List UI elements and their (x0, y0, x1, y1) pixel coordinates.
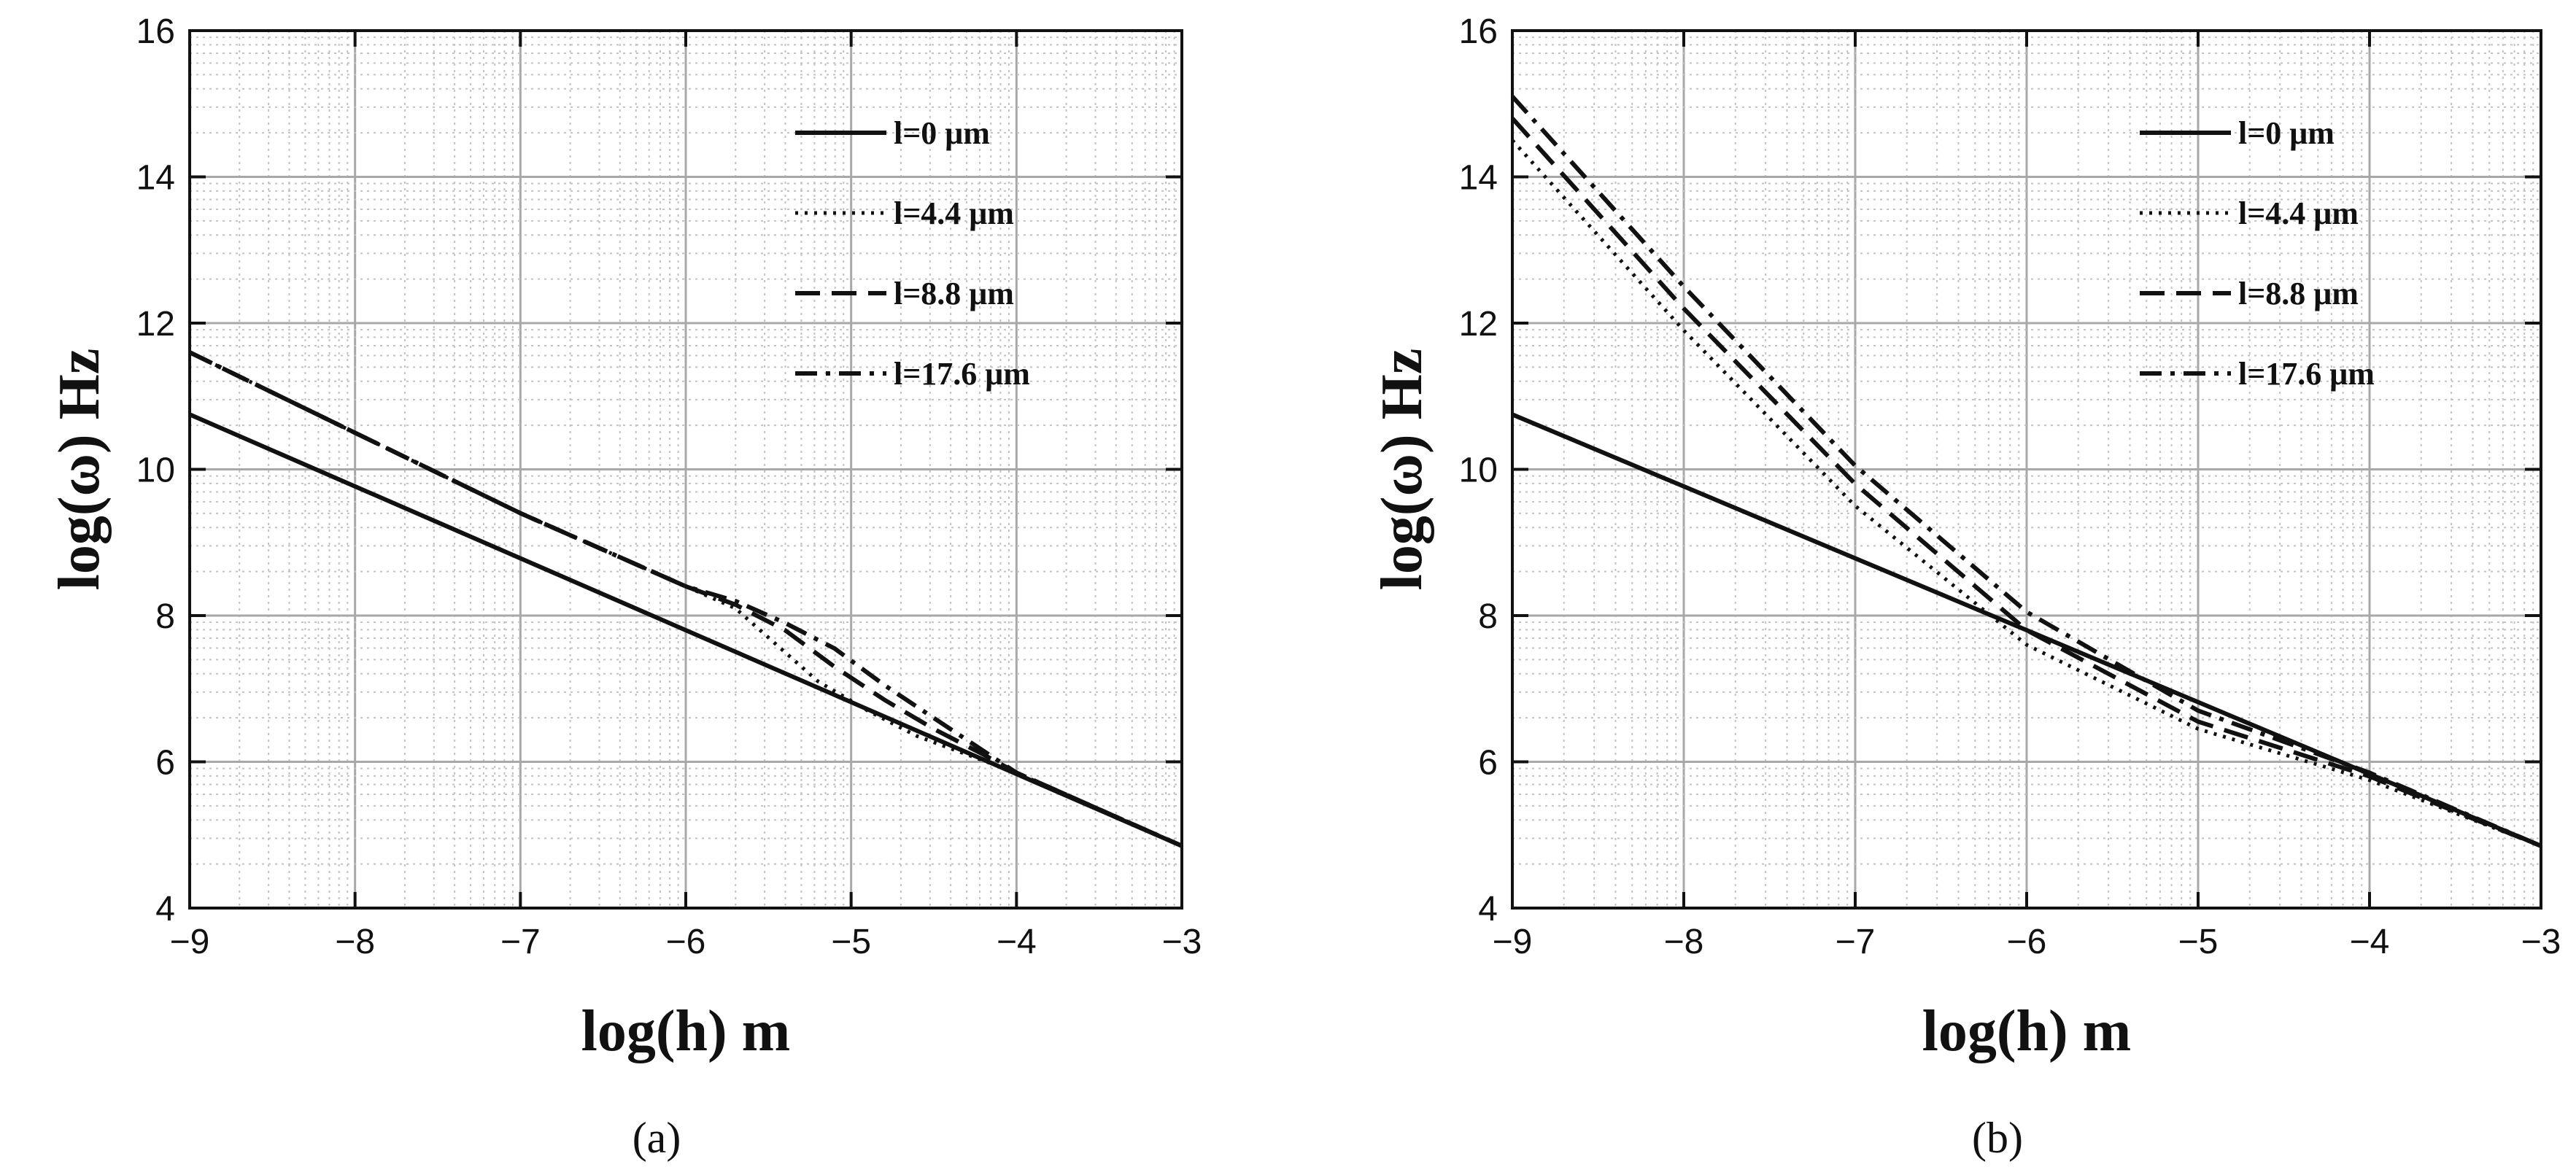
legend-label-2: l=4.4 μm (894, 195, 1014, 231)
panel-label: (b) (1972, 1114, 2023, 1162)
legend-label-4: l=17.6 μm (2238, 356, 2375, 392)
x-tick-label: −4 (2350, 923, 2390, 961)
x-tick-label: −9 (170, 923, 210, 961)
x-axis-title: log(h) m (1922, 999, 2132, 1063)
y-tick-label: 16 (1459, 12, 1498, 51)
y-tick-label: 12 (1459, 305, 1498, 344)
y-tick-label: 8 (1478, 597, 1498, 636)
y-tick-label: 12 (136, 305, 175, 344)
legend-label-3: l=8.8 μm (894, 276, 1014, 311)
legend-label-4: l=17.6 μm (894, 356, 1030, 392)
y-tick-label: 10 (1459, 451, 1498, 490)
legend-label-1: l=0 μm (894, 115, 990, 151)
legend-label-2: l=4.4 μm (2238, 195, 2359, 231)
x-tick-label: −7 (1836, 923, 1876, 961)
x-tick-label: −8 (1664, 923, 1704, 961)
y-axis-title: log(ω) Hz (47, 349, 112, 591)
x-tick-label: −8 (335, 923, 375, 961)
x-tick-label: −5 (2178, 923, 2219, 961)
x-tick-label: −6 (2007, 923, 2047, 961)
series-line-4 (1510, 95, 2542, 848)
legend-label-3: l=8.8 μm (2238, 276, 2359, 311)
chart-panel-a: −9 −8 −7 −6 −5 −4 −3 4 6 8 10 12 14 16 log(h) m log(ω) … (47, 12, 1202, 1162)
y-tick-label: 10 (136, 451, 175, 490)
chart-panel-b: −9 −8 −7 −6 −5 −4 −3 4 6 8 10 12 14 16 log(h) m log(ω) … (1370, 12, 2561, 1162)
legend: l=0 μm l=4.4 μm l=8.8 μm l=17.6 μm (795, 115, 1030, 392)
x-tick-label: −9 (1493, 923, 1533, 961)
y-tick-label: 16 (136, 12, 175, 51)
x-tick-label: −5 (831, 923, 871, 961)
y-tick-label: 8 (155, 597, 175, 636)
y-tick-label: 6 (155, 744, 175, 783)
y-tick-label: 4 (155, 890, 175, 928)
ticks (1511, 29, 2542, 910)
panel-label: (a) (633, 1114, 681, 1162)
y-axis-title: log(ω) Hz (1370, 349, 1434, 591)
x-tick-label: −6 (666, 923, 706, 961)
legend: l=0 μm l=4.4 μm l=8.8 μm l=17.6 μm (2140, 115, 2375, 392)
x-tick-label: −3 (1162, 923, 1202, 961)
x-tick-label: −3 (2521, 923, 2561, 961)
x-axis-title: log(h) m (581, 999, 791, 1063)
x-tick-label: −4 (997, 923, 1037, 961)
y-tick-label: 14 (1459, 159, 1498, 198)
series-line-4 (188, 350, 1183, 848)
y-tick-label: 4 (1478, 890, 1498, 928)
y-tick-label: 14 (136, 159, 175, 198)
y-tick-label: 6 (1478, 744, 1498, 783)
legend-label-1: l=0 μm (2238, 115, 2335, 151)
ticks (188, 29, 1183, 910)
x-tick-label: −7 (500, 923, 541, 961)
series-line-3 (1510, 117, 2542, 848)
